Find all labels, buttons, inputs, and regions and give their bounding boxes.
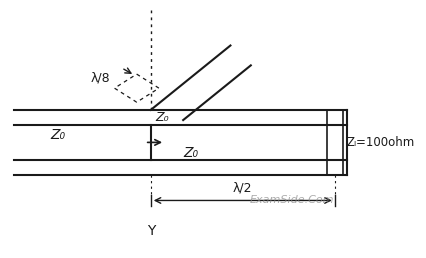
Text: Zₗ=100ohm: Zₗ=100ohm (346, 136, 414, 149)
Text: Z₀: Z₀ (50, 128, 65, 142)
Text: λ/8: λ/8 (90, 71, 110, 84)
Text: λ/2: λ/2 (233, 181, 252, 194)
Bar (326, 110, 342, 175)
Text: Z₀: Z₀ (155, 111, 168, 124)
Text: ExamSide.Com: ExamSide.Com (249, 196, 334, 205)
Text: Z₀: Z₀ (183, 146, 199, 160)
Text: Y: Y (146, 224, 155, 238)
